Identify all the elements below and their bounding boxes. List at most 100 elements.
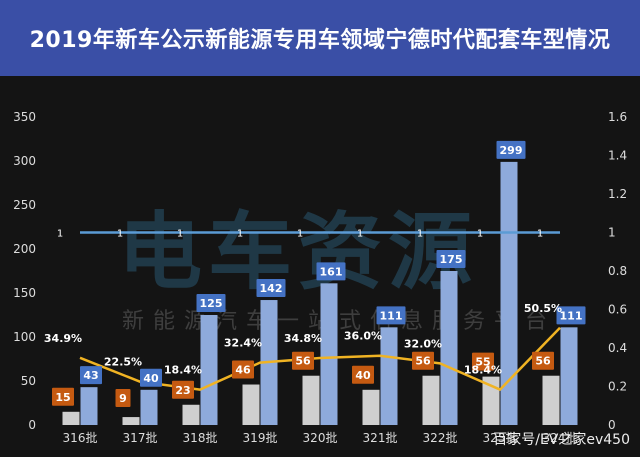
x-tick-label: 320批	[303, 430, 338, 445]
y-left-tick-label: 200	[13, 242, 36, 256]
data-label-total: 142	[260, 282, 283, 295]
y-right-tick-label: 0.2	[608, 380, 627, 394]
data-label-catl: 56	[415, 355, 431, 368]
data-label-catl-bg	[352, 365, 374, 384]
data-label-share: 22.5%	[104, 356, 142, 369]
data-label-share: 18.4%	[164, 364, 202, 377]
bar-total	[380, 327, 398, 425]
data-label-total-bg	[256, 279, 286, 298]
data-label-total: 111	[560, 309, 583, 322]
data-label-reference: 1	[357, 229, 363, 240]
bar-total	[560, 327, 578, 425]
data-label-total: 43	[83, 369, 98, 382]
y-left-tick-label: 350	[13, 110, 36, 124]
data-label-reference: 1	[477, 229, 483, 240]
x-tick-label: 321批	[363, 430, 398, 445]
y-right-tick-label: 1.6	[608, 110, 627, 124]
data-label-total: 40	[143, 372, 159, 385]
data-label-total: 175	[440, 253, 463, 266]
y-left-tick-label: 250	[13, 198, 36, 212]
data-label-total: 111	[380, 309, 403, 322]
data-label-total-bg	[316, 262, 346, 281]
data-label-share: 32.4%	[224, 337, 262, 350]
data-label-catl: 56	[535, 355, 551, 368]
data-label-total-bg	[556, 306, 586, 325]
data-label-catl-bg	[52, 387, 74, 406]
data-label-catl: 9	[119, 392, 127, 405]
y-left-tick-label: 300	[13, 154, 36, 168]
y-right-tick-label: 0.6	[608, 303, 627, 317]
y-left-tick-label: 0	[28, 418, 36, 432]
bar-catl	[362, 389, 380, 425]
data-label-total-bg	[80, 366, 102, 385]
y-right-tick-label: 0	[608, 418, 616, 432]
bar-catl	[542, 375, 560, 425]
data-label-catl-bg	[232, 360, 254, 379]
x-tick-label: 319批	[243, 430, 278, 445]
data-label-reference: 1	[237, 229, 243, 240]
data-label-total: 125	[200, 297, 223, 310]
data-label-catl: 23	[175, 384, 190, 397]
y-right-tick-label: 1	[608, 226, 616, 240]
bar-catl	[302, 375, 320, 425]
y-right-tick-label: 1.4	[608, 149, 627, 163]
data-label-catl: 40	[355, 369, 371, 382]
title-bar: 2019年新车公示新能源专用车领域宁德时代配套车型情况	[0, 0, 640, 76]
source-credit: 百家号/EV之家ev450	[493, 432, 630, 448]
data-label-total: 299	[500, 144, 523, 157]
data-label-share: 50.5%	[524, 302, 562, 315]
data-label-catl-bg	[115, 389, 131, 407]
data-label-reference: 1	[417, 229, 423, 240]
data-label-catl-bg	[292, 351, 314, 370]
bar-total	[140, 389, 158, 425]
data-label-catl: 15	[55, 391, 70, 404]
data-label-total-bg	[140, 368, 162, 387]
data-label-catl: 46	[235, 364, 251, 377]
data-label-share: 34.8%	[284, 332, 322, 345]
chart-title: 2019年新车公示新能源专用车领域宁德时代配套车型情况	[29, 28, 611, 53]
y-left-tick-label: 50	[21, 374, 36, 388]
data-label-total-bg	[496, 140, 526, 159]
data-label-total: 161	[320, 265, 343, 278]
bar-catl	[182, 404, 200, 425]
combo-chart: 0 50 100 150 200 250 300 350 0 0.2 0.4 0.6 0.8 1 1.2 1.…	[13, 110, 627, 445]
data-label-total-bg	[376, 306, 406, 325]
data-label-catl: 56	[295, 355, 311, 368]
data-label-reference: 1	[297, 229, 303, 240]
y-right-tick-label: 0.8	[608, 264, 627, 278]
data-label-share: 32.0%	[404, 337, 442, 350]
bar-total	[200, 315, 218, 425]
data-label-reference: 1	[117, 229, 123, 240]
data-label-share: 34.9%	[44, 332, 82, 345]
y-right-tick-label: 1.2	[608, 187, 627, 201]
data-label-reference: 1	[177, 229, 183, 240]
bar-total	[440, 271, 458, 425]
data-label-catl-bg	[472, 352, 494, 371]
y-left-tick-label: 150	[13, 286, 36, 300]
data-label-share: 36.0%	[344, 330, 382, 343]
x-tick-label: 317批	[123, 430, 158, 445]
data-label-total-bg	[196, 294, 226, 312]
bar-catl	[422, 375, 440, 425]
bar-catl	[122, 417, 140, 425]
y-right-tick-label: 0.4	[608, 341, 627, 355]
x-tick-label: 323批	[483, 430, 518, 445]
data-label-catl-bg	[172, 380, 194, 399]
data-label-reference: 1	[537, 229, 543, 240]
x-tick-label: 322批	[423, 430, 458, 445]
bar-total	[320, 283, 338, 425]
data-label-catl: 55	[475, 356, 490, 369]
bar-total	[80, 387, 98, 425]
y-left-tick-label: 100	[13, 330, 36, 344]
x-tick-label: 324批	[543, 430, 578, 445]
x-tick-label: 318批	[183, 430, 218, 445]
data-label-total-bg	[436, 250, 466, 268]
data-label-share: 18.4%	[464, 364, 502, 377]
data-label-catl-bg	[532, 351, 554, 370]
data-label-catl-bg	[412, 351, 434, 370]
x-tick-label: 316批	[63, 430, 98, 445]
bar-catl	[242, 384, 260, 425]
bar-total	[500, 161, 518, 425]
bar-catl	[62, 411, 80, 425]
data-label-reference: 1	[57, 229, 63, 240]
